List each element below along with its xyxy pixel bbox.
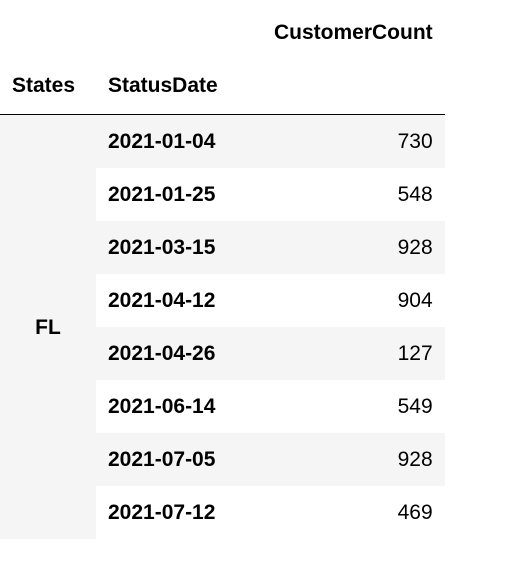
index-date-cell: 2021-01-04 [96, 114, 262, 168]
index-date-cell: 2021-04-12 [96, 274, 262, 327]
customer-count-cell: 469 [262, 486, 445, 539]
index-date-cell: 2021-01-25 [96, 168, 262, 221]
customer-count-cell: 127 [262, 327, 445, 380]
blank-corner-cell [96, 8, 262, 58]
table-header: CustomerCount States StatusDate [0, 8, 445, 115]
column-header-row: CustomerCount [0, 8, 445, 58]
index-name-statusdate: StatusDate [108, 74, 218, 97]
index-date-cell: 2021-04-26 [96, 327, 262, 380]
customer-count-cell: 548 [262, 168, 445, 221]
table-row: 2021-07-05 928 [0, 433, 445, 486]
index-date-cell: 2021-06-14 [96, 380, 262, 433]
index-date-cell: 2021-03-15 [96, 221, 262, 274]
customer-count-cell: 549 [262, 380, 445, 433]
customer-count-cell: 928 [262, 221, 445, 274]
blank-header-cell [262, 58, 445, 115]
index-names-row: States StatusDate [0, 58, 445, 115]
blank-corner-cell [0, 8, 96, 58]
dataframe-table: CustomerCount States StatusDate FL 2021-… [0, 8, 445, 539]
table-row: 2021-07-12 469 [0, 486, 445, 539]
customer-count-cell: 904 [262, 274, 445, 327]
table-row: 2021-04-12 904 [0, 274, 445, 327]
table-row: 2021-04-26 127 [0, 327, 445, 380]
table-row: 2021-01-25 548 [0, 168, 445, 221]
column-header-customercount: CustomerCount [274, 21, 433, 44]
customer-count-cell: 730 [262, 114, 445, 168]
index-name-states: States [12, 74, 76, 97]
table-body: FL 2021-01-04 730 2021-01-25 548 2021-03… [0, 114, 445, 539]
table-row: FL 2021-01-04 730 [0, 114, 445, 539]
customer-count-cell: 928 [262, 433, 445, 486]
table-row: 2021-06-14 549 [0, 380, 445, 433]
index-date-cell: 2021-07-05 [96, 433, 262, 486]
index-date-cell: 2021-07-12 [96, 486, 262, 539]
index-state-cell: FL [0, 114, 96, 539]
table-row: 2021-03-15 928 [0, 221, 445, 274]
